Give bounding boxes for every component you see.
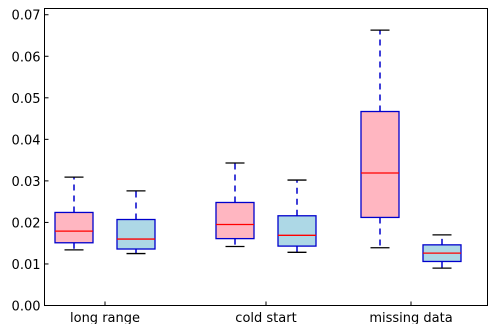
y-tick-label: 0.05 [12, 92, 41, 107]
box-body [116, 218, 156, 250]
box-2-missing-data [422, 234, 462, 269]
box-1-missing-data [360, 29, 400, 249]
y-tick-label: 0.04 [12, 133, 41, 148]
box-series [54, 29, 462, 269]
y-axis: 0.00 0.01 0.02 0.03 0.04 0.05 0.06 0.07 [12, 9, 49, 315]
box-body [360, 110, 400, 219]
x-axis: long range cold start missing data [70, 301, 453, 324]
box-1-cold-start [215, 162, 255, 248]
y-tick-label: 0.03 [12, 175, 41, 190]
x-tick-label: long range [70, 311, 140, 324]
y-tick-label: 0.01 [12, 258, 41, 273]
plot-area-frame [44, 8, 488, 306]
y-tick-label: 0.06 [12, 50, 41, 65]
box-2-long-range [116, 190, 156, 255]
box-1-long-range [54, 176, 94, 251]
y-tick-label: 0.00 [12, 300, 41, 315]
box-body [277, 215, 317, 247]
box-body [215, 201, 255, 240]
y-tick-label: 0.07 [12, 9, 41, 24]
box-2-cold-start [277, 179, 317, 253]
y-tick-label: 0.02 [12, 216, 41, 231]
box-body [54, 211, 94, 244]
x-tick-label: cold start [235, 311, 296, 324]
x-tick-label: missing data [369, 311, 452, 324]
